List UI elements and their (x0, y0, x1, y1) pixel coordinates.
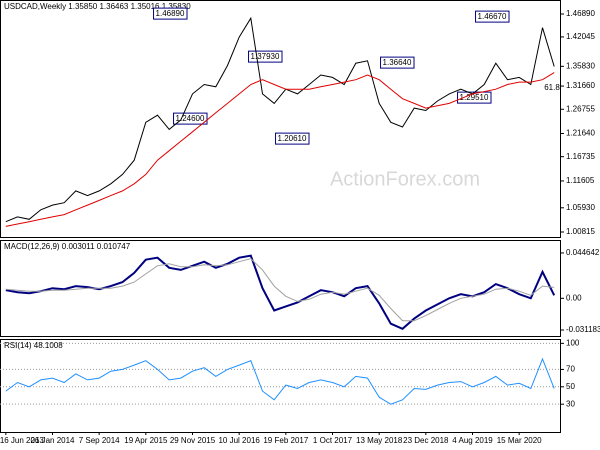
series-line (5, 16, 555, 223)
annotation-box (248, 50, 283, 63)
annotation: 1.29510 (460, 93, 489, 102)
y-tick-label: 1.16735 (566, 152, 595, 161)
x-tick-label: 26 Jan 2014 (30, 436, 75, 445)
annotation: 1.46890 (156, 9, 185, 18)
y-tick-label: 1.42045 (566, 32, 595, 41)
y-tick-label: -0.031183 (566, 325, 600, 334)
x-tick-label: 10 Jul 2016 (218, 436, 260, 445)
y-tick-label: 1.05930 (566, 203, 595, 212)
x-tick-label: 15 Mar 2020 (497, 436, 542, 445)
x-tick-label: 4 Aug 2019 (452, 436, 493, 445)
annotation: 1.37930 (251, 52, 280, 61)
annotation: 1.46670 (478, 12, 507, 21)
series-line (5, 254, 556, 330)
y-tick-label: 1.46890 (566, 9, 595, 18)
y-tick-label: 0.00 (566, 293, 582, 302)
panel-title: USDCAD,Weekly 1.35850 1.36463 1.35016 1.… (4, 2, 191, 11)
y-tick-label: 50 (566, 382, 575, 391)
annotation-box (173, 112, 208, 125)
watermark: ActionForex.com (330, 168, 480, 190)
annotation: 1.24600 (176, 114, 205, 123)
y-tick-label: 30 (566, 399, 575, 408)
y-tick-label: 1.35830 (566, 61, 595, 70)
y-tick-label: 1.00815 (566, 227, 595, 236)
y-tick-label: 1.26755 (566, 104, 595, 113)
y-tick-label: 70 (566, 365, 575, 374)
annotation-box (153, 7, 188, 20)
y-tick-label: 1.21640 (566, 129, 595, 138)
y-tick-label: 1.11605 (566, 176, 595, 185)
x-tick-label: 13 May 2018 (356, 436, 403, 445)
x-tick-label: 23 Dec 2018 (403, 436, 449, 445)
series-line (5, 258, 555, 322)
x-tick-label: 19 Apr 2015 (124, 436, 168, 445)
x-tick-label: 1 Oct 2017 (313, 436, 353, 445)
series-line (5, 72, 555, 227)
panel-frame (0, 339, 561, 433)
annotation: 61.8 (544, 83, 560, 92)
y-tick-label: 1.31660 (566, 81, 595, 90)
y-tick-label: 0.044642 (566, 248, 600, 257)
annotation-box (380, 56, 415, 69)
x-tick-label: 19 Feb 2017 (263, 436, 308, 445)
x-tick-label: 29 Nov 2015 (170, 436, 216, 445)
x-tick-label: 7 Sep 2014 (79, 436, 120, 445)
panel-title: MACD(12,26,9) 0.003011 0.010747 (4, 242, 131, 251)
x-tick-label: 16 Jun 2013 (0, 436, 44, 445)
y-tick-label: 100 (566, 338, 580, 347)
annotation-box (275, 132, 310, 145)
series-line (5, 357, 555, 405)
panel-frame (0, 240, 561, 337)
panel-title: RSI(14) 48.1008 (4, 341, 63, 350)
panel-frame (0, 0, 561, 238)
annotation: 1.36640 (383, 58, 412, 67)
annotation: 1.20610 (278, 134, 307, 143)
annotation-box (475, 10, 510, 23)
